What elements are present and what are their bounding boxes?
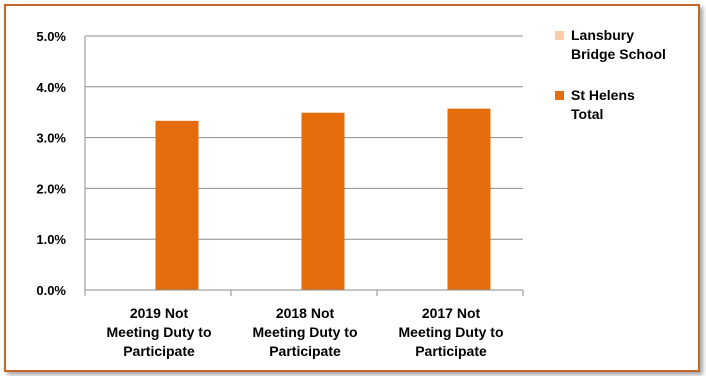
x-category-label: 2017 Not Meeting Duty to Participate [399,305,504,359]
legend-swatch [555,91,564,100]
legend: Lansbury Bridge School St Helens Total [555,27,666,122]
y-tick-label: 0.0% [36,283,66,298]
x-axis-labels: 2019 Not Meeting Duty to Participate 2018 N… [84,290,524,359]
legend-label: St Helens Total [571,87,635,122]
y-tick-label: 2.0% [36,181,66,196]
y-tick-label: 4.0% [36,80,66,95]
y-tick-label: 1.0% [36,232,66,247]
y-tick-label: 3.0% [36,131,66,146]
y-tick-label: 5.0% [36,29,66,44]
x-category-label: 2019 Not Meeting Duty to Participate [107,305,212,359]
x-category-label: 2018 Not Meeting Duty to Participate [253,305,358,359]
bar-1-2 [447,108,491,290]
bar-1-0 [155,120,199,290]
legend-swatch [555,31,564,40]
bars [155,108,491,290]
y-axis-labels: 0.0% 1.0% 2.0% 3.0% 4.0% 5.0% [36,29,66,298]
legend-label: Lansbury Bridge School [571,27,666,62]
bar-1-1 [301,112,345,290]
axes [84,36,523,291]
